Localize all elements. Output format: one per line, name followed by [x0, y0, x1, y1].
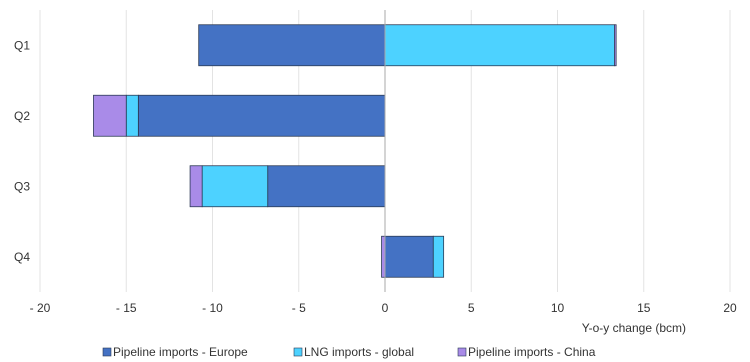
bar-q4-series-1 [384, 235, 434, 278]
legend-swatch [293, 347, 303, 357]
x-tick-label: 10 [551, 301, 565, 315]
bar-q2-series-2 [125, 94, 139, 137]
legend-label: LNG imports - global [304, 345, 414, 359]
bar-q2-series-1 [137, 94, 386, 137]
x-tick-label: - 10 [202, 301, 223, 315]
bar-q1-series-3 [614, 24, 617, 67]
category-label: Q1 [14, 38, 30, 52]
x-tick-label: 5 [468, 301, 475, 315]
category-label: Q2 [14, 109, 30, 123]
x-tick-label: - 15 [116, 301, 137, 315]
bar-q4-series-3 [381, 235, 386, 278]
y-axis-categories: Q1 Q2 Q3 Q4 [14, 38, 30, 264]
bars [93, 24, 617, 278]
x-axis-ticks: - 20 - 15 - 10 - 5 0 5 10 15 20 [30, 301, 737, 315]
legend-label: Pipeline imports - China [468, 345, 596, 359]
legend-swatch [102, 347, 112, 357]
x-tick-label: 20 [723, 301, 737, 315]
bar-q1-series-1 [198, 24, 386, 67]
category-label: Q4 [14, 250, 30, 264]
legend-label: Pipeline imports - Europe [113, 345, 248, 359]
bar-q4-series-2 [432, 235, 445, 278]
category-label: Q3 [14, 179, 30, 193]
bar-q3-series-2 [201, 165, 269, 208]
bar-q2-series-3 [93, 94, 127, 137]
x-tick-label: - 5 [292, 301, 306, 315]
x-tick-label: 0 [382, 301, 389, 315]
bar-q1-series-2 [384, 24, 615, 67]
x-tick-label: - 20 [30, 301, 51, 315]
bar-q3-series-1 [267, 165, 386, 208]
x-tick-label: 15 [637, 301, 651, 315]
bar-q3-series-3 [189, 165, 203, 208]
legend: Pipeline imports - Europe LNG imports - g… [102, 345, 596, 359]
x-axis-label: Y-o-y change (bcm) [582, 321, 686, 335]
legend-swatch [457, 347, 467, 357]
